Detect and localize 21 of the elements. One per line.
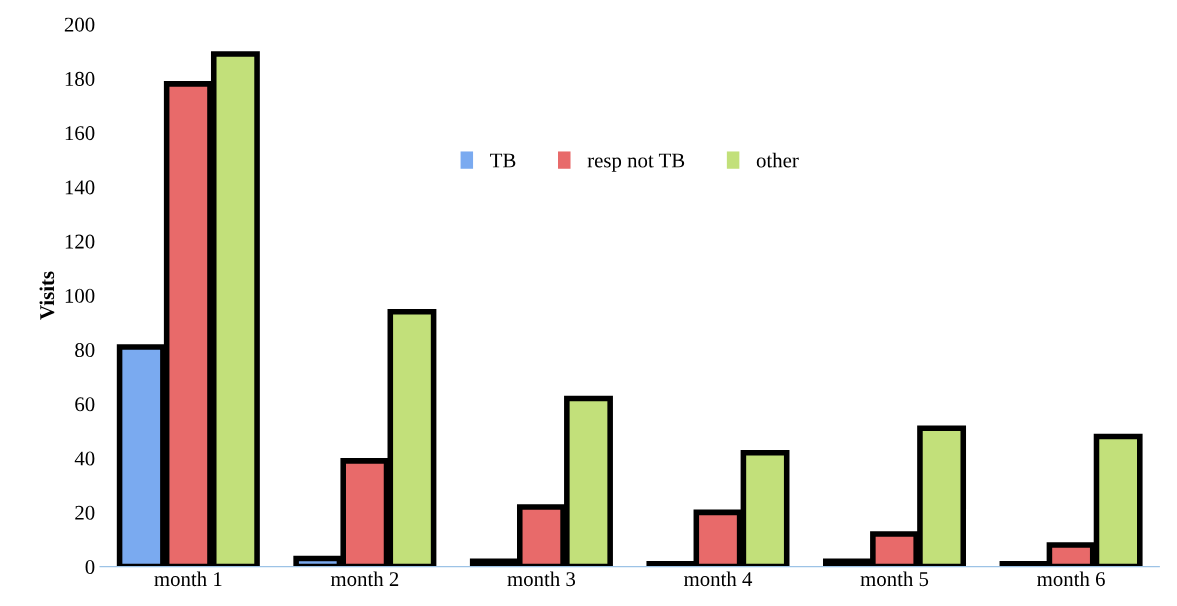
x-tick-label: month 5 (860, 571, 929, 587)
y-tick-label: 160 (65, 126, 95, 141)
y-tick-label: 180 (65, 71, 95, 86)
y-tick-label: 120 (65, 234, 95, 249)
y-tick-label: 20 (75, 505, 95, 520)
x-tick-label: month 1 (154, 571, 222, 587)
legend-label: other (756, 152, 799, 168)
legend-label: resp not TB (587, 153, 685, 172)
y-tick-label: 200 (64, 17, 95, 32)
y-tick-label: 40 (74, 451, 95, 466)
y-axis-title: Visits (39, 271, 55, 320)
legend-label: TB (490, 153, 516, 168)
y-tick-label: 0 (85, 559, 95, 575)
y-tick-label: 60 (75, 397, 95, 412)
x-tick-label: month 2 (330, 571, 399, 587)
x-tick-label: month 3 (507, 571, 576, 587)
y-tick-label: 80 (75, 343, 95, 358)
y-tick-label: 140 (65, 180, 95, 195)
x-tick-label: month 6 (1037, 571, 1105, 587)
y-tick-label: 100 (65, 288, 95, 303)
x-tick-label: month 4 (683, 571, 753, 587)
